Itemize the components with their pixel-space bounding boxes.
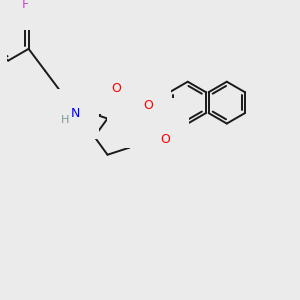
Text: H: H xyxy=(61,115,69,124)
Text: O: O xyxy=(112,82,122,95)
Text: O: O xyxy=(143,99,153,112)
Text: N: N xyxy=(71,107,80,120)
Text: O: O xyxy=(160,133,170,146)
Text: S: S xyxy=(152,117,159,130)
Text: F: F xyxy=(22,0,29,11)
Text: N: N xyxy=(126,116,135,129)
